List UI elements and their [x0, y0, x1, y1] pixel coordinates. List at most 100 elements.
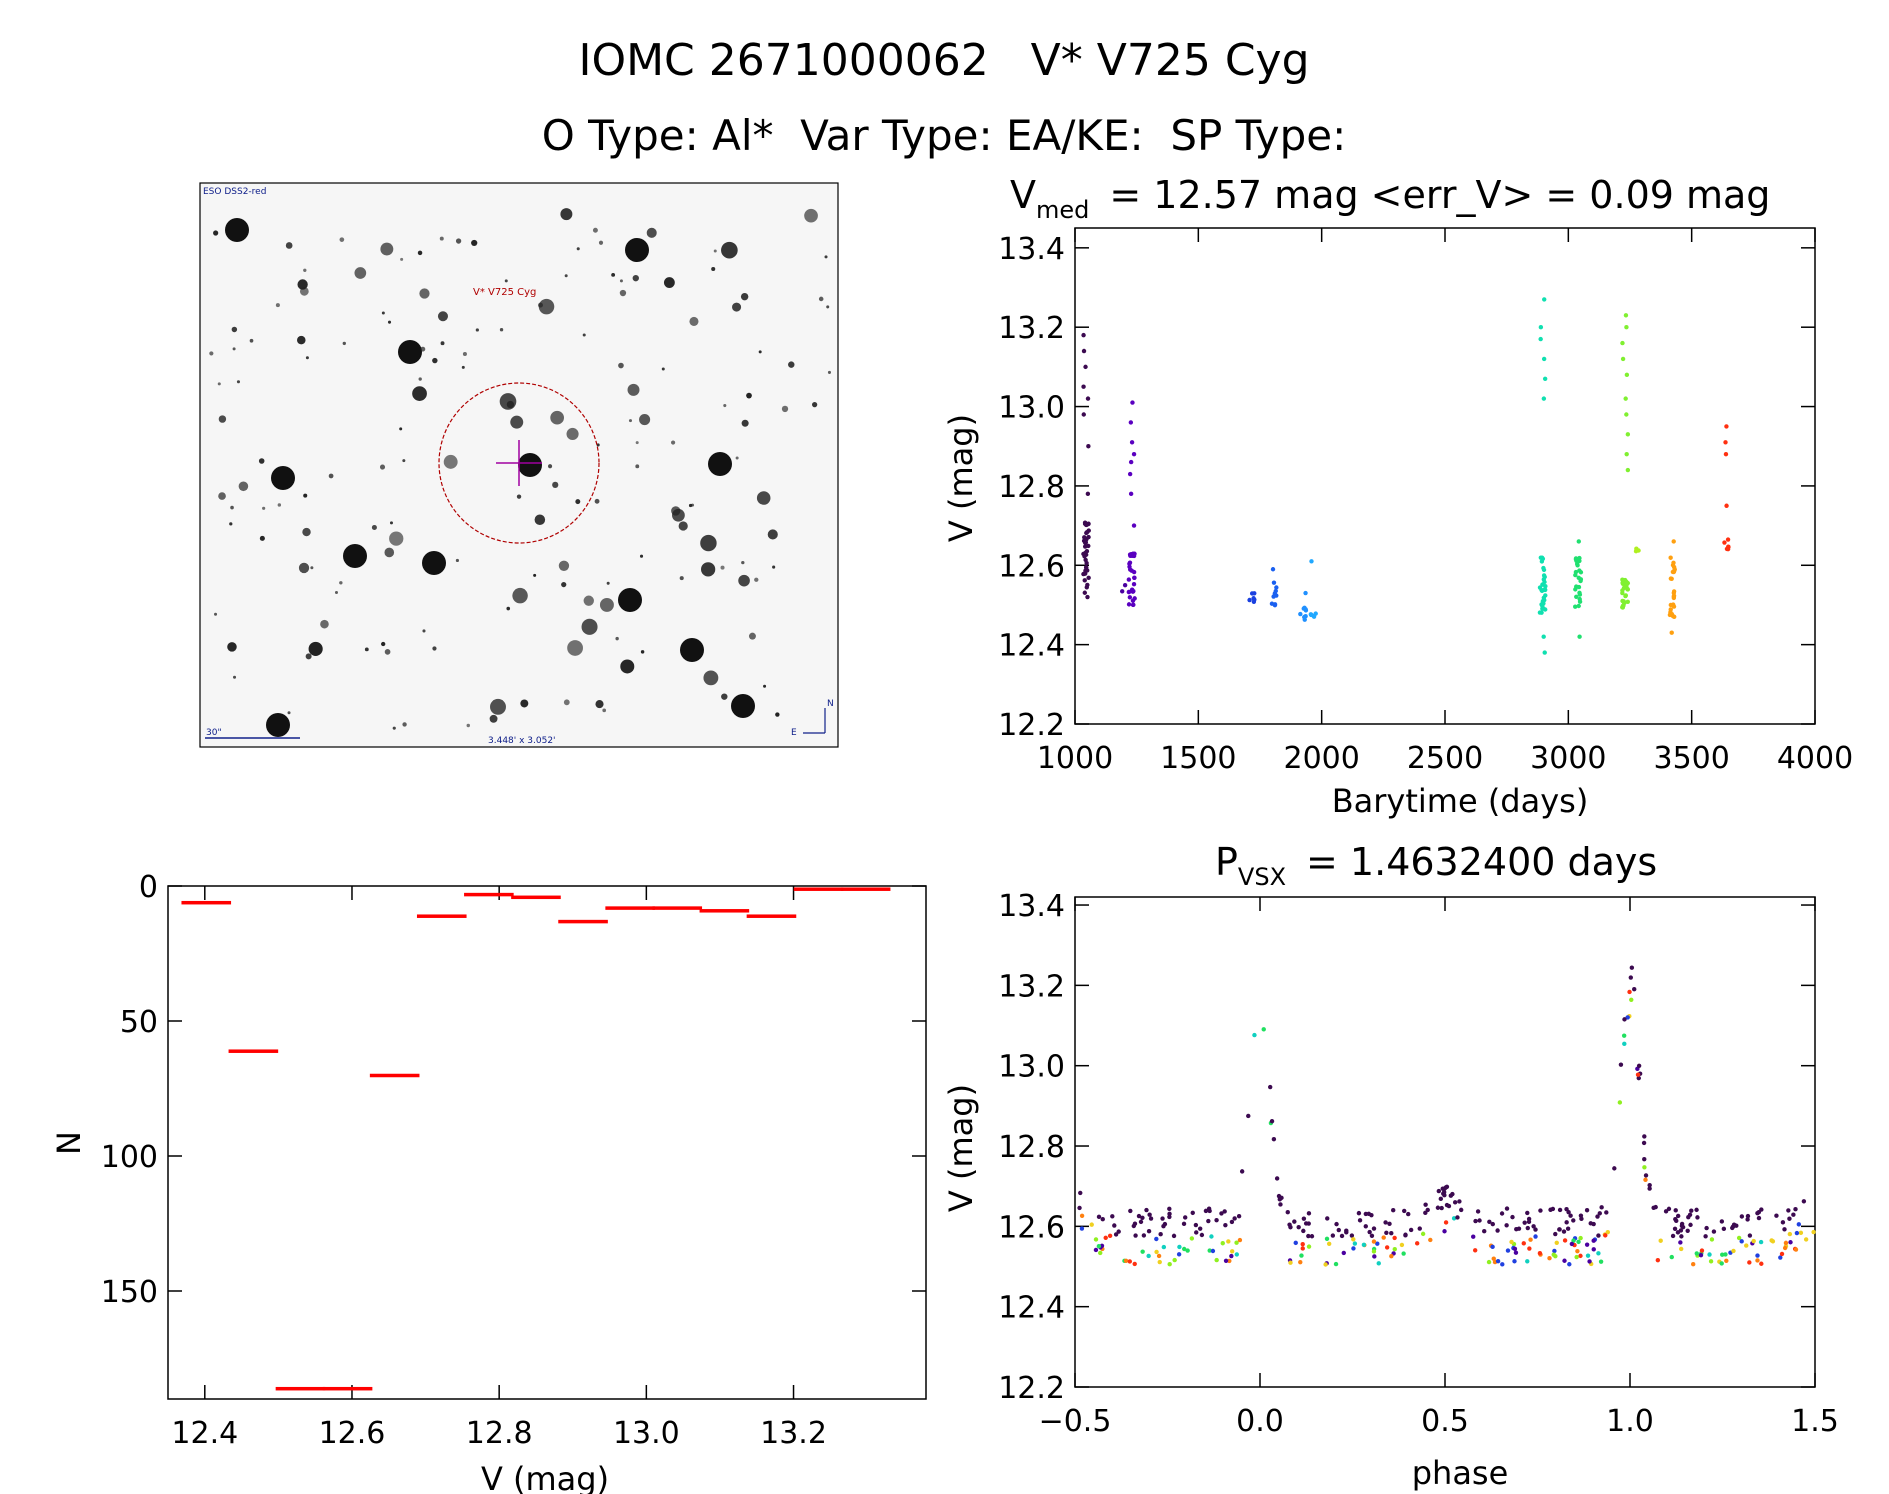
star [305, 356, 309, 360]
phased-point [1561, 1229, 1567, 1234]
star [627, 383, 640, 396]
phased-point [1591, 1221, 1596, 1227]
lightcurve-point [1082, 520, 1088, 525]
star [455, 238, 462, 244]
lightcurve-point [1130, 551, 1136, 556]
phased-point [1486, 1259, 1492, 1265]
phased-point [1425, 1207, 1430, 1213]
lightcurve-point [1081, 412, 1086, 417]
phased-point [1769, 1238, 1774, 1243]
phased-point [1636, 1075, 1641, 1081]
star [236, 380, 240, 384]
star [490, 698, 506, 715]
star [763, 684, 767, 688]
phased-point [1197, 1226, 1203, 1231]
phased-point [1522, 1220, 1527, 1225]
phased-point [1787, 1216, 1792, 1221]
lightcurve-point [1131, 451, 1137, 457]
lightcurve-point [1624, 451, 1629, 457]
plot-frame [167, 885, 927, 1400]
phased-point [1528, 1237, 1533, 1242]
star [746, 392, 752, 399]
star [721, 241, 738, 259]
phased-point [1226, 1239, 1231, 1244]
star [575, 499, 581, 505]
phased-point [1209, 1234, 1214, 1239]
phased-point [1214, 1257, 1219, 1263]
lightcurve-point [1543, 583, 1548, 589]
y-tick-label: 13.4 [998, 889, 1065, 924]
star [671, 440, 676, 445]
lightcurve-point [1671, 604, 1677, 609]
lightcurve-point [1541, 601, 1546, 606]
x-tick-label: 1.0 [1606, 1404, 1654, 1439]
star [354, 267, 367, 279]
x-tick-label: 1.5 [1791, 1404, 1839, 1439]
lightcurve-point [1539, 559, 1545, 564]
star [788, 361, 795, 368]
phased-point [1585, 1253, 1591, 1258]
y-tick-label: 150 [101, 1275, 158, 1310]
star [538, 302, 543, 308]
phased-point [1293, 1240, 1298, 1246]
phased-point [1625, 1015, 1630, 1020]
x-tick-label: 4000 [1777, 741, 1853, 776]
x-tick-label: −0.5 [1039, 1404, 1112, 1439]
lightcurve-point [1541, 396, 1547, 401]
phased-point [1324, 1236, 1330, 1242]
star [266, 713, 290, 737]
y-tick-label: 12.4 [998, 629, 1065, 664]
phased-point [1487, 1219, 1492, 1225]
star [512, 587, 528, 604]
star [320, 619, 329, 629]
star [598, 240, 604, 245]
phased-point [1138, 1219, 1144, 1225]
phased-point [1158, 1232, 1163, 1237]
lightcurve-point [1620, 590, 1625, 596]
lightcurve-point [1132, 596, 1137, 601]
star [635, 464, 640, 469]
phased-point [1269, 1119, 1275, 1124]
phased-point [1132, 1261, 1137, 1267]
phased-point [1239, 1169, 1245, 1174]
phased-point [1554, 1240, 1559, 1246]
phased-point [1557, 1227, 1562, 1232]
lightcurve-point [1620, 356, 1626, 362]
phased-point [1564, 1206, 1569, 1212]
star [620, 659, 635, 674]
star [249, 338, 254, 343]
star [232, 347, 236, 351]
phased-point [1096, 1214, 1102, 1220]
star [422, 551, 446, 575]
phased-point [1207, 1208, 1212, 1214]
phased-point [1093, 1247, 1099, 1253]
star [420, 346, 426, 352]
phased-point [1236, 1214, 1242, 1219]
phased-point [1595, 1214, 1600, 1219]
phased-point [1617, 1100, 1623, 1105]
phased-point [1801, 1199, 1807, 1204]
phased-point [1369, 1233, 1375, 1239]
phased-point [1509, 1239, 1514, 1245]
star [275, 303, 280, 308]
y-tick-label: 13.4 [998, 232, 1065, 267]
star [672, 508, 685, 522]
phased-point [1525, 1210, 1530, 1216]
phased-point [1495, 1259, 1501, 1264]
star [781, 405, 789, 413]
phased-point [1691, 1262, 1696, 1267]
phased-point [1133, 1233, 1138, 1238]
phased-point [1798, 1230, 1804, 1236]
y-tick-label: 12.6 [998, 549, 1065, 584]
lightcurve-point [1622, 600, 1627, 606]
phased-point [1439, 1205, 1444, 1211]
y-tick-label: 12.4 [998, 1291, 1065, 1326]
lightcurve-point [1083, 550, 1088, 555]
lightcurve-point [1624, 412, 1629, 417]
phased-point [1077, 1205, 1082, 1211]
phased-point [1628, 975, 1634, 980]
phased-point [1490, 1221, 1495, 1227]
phased-point [1450, 1191, 1455, 1197]
star [824, 255, 828, 259]
phased-xlabel: phase [1412, 1454, 1509, 1492]
